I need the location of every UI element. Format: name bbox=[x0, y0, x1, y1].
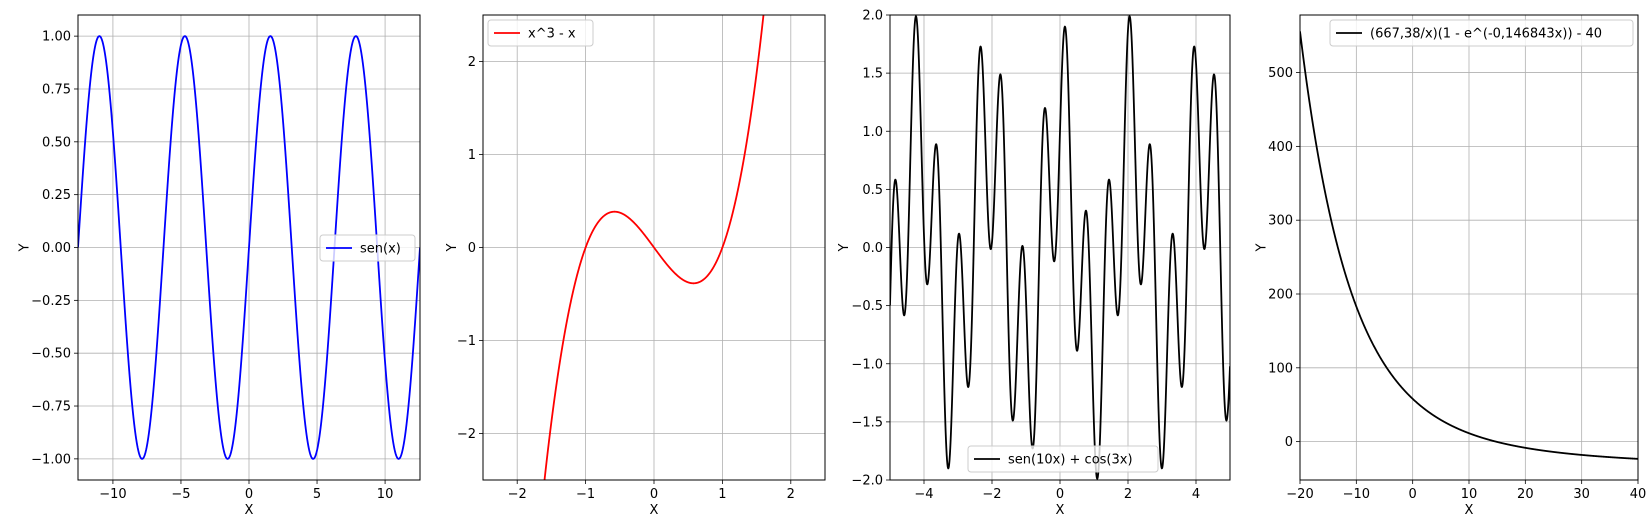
legend: (667,38/x)(1 - e^(-0,146843x)) - 40 bbox=[1329, 19, 1634, 47]
x-tick-label: 20 bbox=[1517, 487, 1534, 502]
y-tick-label: 0 bbox=[468, 241, 476, 256]
y-tick-label: 1.5 bbox=[862, 67, 883, 82]
y-tick-label: 1.00 bbox=[42, 30, 71, 45]
y-tick-label: 2 bbox=[468, 55, 476, 70]
x-tick-label: −2 bbox=[982, 487, 1001, 502]
x-tick-label: 0 bbox=[1056, 487, 1064, 502]
legend-label: x^3 - x bbox=[528, 27, 576, 42]
x-axis-label: X bbox=[245, 503, 254, 518]
series-line-1 bbox=[78, 35, 420, 460]
series-line-1 bbox=[890, 15, 1230, 480]
y-tick-label: 1 bbox=[468, 148, 476, 163]
y-tick-label: −2.0 bbox=[851, 474, 883, 489]
legend: x^3 - x bbox=[487, 19, 594, 47]
chart-panel-1: −10 −5 0 5 10 −1.00 −0.75 −0.50 −0.25 0.00 0.25 0.5… bbox=[18, 14, 421, 518]
y-tick-label: 0.25 bbox=[42, 188, 71, 203]
y-axis-label: Y bbox=[1255, 243, 1270, 252]
legend: sen(10x) + cos(3x) bbox=[967, 445, 1159, 473]
x-axis-label: X bbox=[650, 503, 659, 518]
x-tick-label: 10 bbox=[377, 487, 394, 502]
legend-box bbox=[1329, 19, 1634, 47]
y-tick-label: 0.00 bbox=[42, 241, 71, 256]
y-tick-label: 0.0 bbox=[862, 241, 883, 256]
y-tick-label: 0 bbox=[1285, 435, 1293, 450]
y-tick-label: −0.75 bbox=[31, 400, 71, 415]
x-tick-label: −2 bbox=[508, 487, 527, 502]
y-tick-label: −0.5 bbox=[851, 299, 883, 314]
chart-panel-3: −4 −2 0 2 4 −2.0 −1.5 −1.0 −0.5 0.0 0.5 1.0 1.5 2.0 X Y… bbox=[837, 9, 1231, 518]
y-tick-label: 300 bbox=[1268, 214, 1293, 229]
x-tick-label: 0 bbox=[245, 487, 253, 502]
y-axis-label: Y bbox=[18, 243, 33, 252]
chart-panel-2: −2 −1 0 1 2 −2 −1 0 1 2 X Yx^3 - x bbox=[445, 14, 826, 518]
x-tick-label: −5 bbox=[171, 487, 190, 502]
y-tick-label: 400 bbox=[1268, 140, 1293, 155]
x-tick-label: 0 bbox=[1409, 487, 1417, 502]
y-tick-label: 0.75 bbox=[42, 82, 71, 97]
legend-box bbox=[967, 445, 1159, 473]
x-tick-label: 30 bbox=[1573, 487, 1590, 502]
y-tick-label: 0.5 bbox=[862, 183, 883, 198]
x-tick-label: 2 bbox=[1124, 487, 1132, 502]
x-tick-label: 40 bbox=[1630, 487, 1647, 502]
x-tick-label: 1 bbox=[718, 487, 726, 502]
x-axis-label: X bbox=[1465, 503, 1474, 518]
y-tick-label: 2.0 bbox=[862, 9, 883, 24]
legend: sen(x) bbox=[319, 234, 416, 262]
y-axis-label: Y bbox=[445, 243, 460, 252]
chart-panel-4: −20 −10 0 10 20 30 400100200300400500XY(667,38… bbox=[1255, 14, 1647, 518]
y-tick-label: −0.25 bbox=[31, 294, 71, 309]
y-tick-label: 100 bbox=[1268, 361, 1293, 376]
x-tick-label: 5 bbox=[313, 487, 321, 502]
series-line-1 bbox=[543, 15, 765, 480]
x-tick-label: −4 bbox=[914, 487, 933, 502]
series-line-1 bbox=[1300, 31, 1638, 460]
x-tick-label: 2 bbox=[787, 487, 795, 502]
x-tick-label: 10 bbox=[1461, 487, 1478, 502]
y-tick-label: 1.0 bbox=[862, 125, 883, 140]
y-tick-label: 200 bbox=[1268, 288, 1293, 303]
y-tick-label: 500 bbox=[1268, 66, 1293, 81]
x-tick-label: 0 bbox=[650, 487, 658, 502]
y-tick-label: −1.5 bbox=[851, 415, 883, 430]
y-tick-label: −1 bbox=[457, 334, 476, 349]
y-tick-label: −1.0 bbox=[851, 357, 883, 372]
legend-box bbox=[319, 234, 416, 262]
y-tick-label: −0.50 bbox=[31, 347, 71, 362]
y-axis-label: Y bbox=[837, 243, 852, 252]
x-tick-label: −10 bbox=[1343, 487, 1370, 502]
x-tick-label: −10 bbox=[99, 487, 126, 502]
legend-box bbox=[487, 19, 594, 47]
x-axis-label: X bbox=[1056, 503, 1065, 518]
y-tick-label: −2 bbox=[457, 427, 476, 442]
x-tick-label: −1 bbox=[576, 487, 595, 502]
legend-label: sen(10x) + cos(3x) bbox=[1008, 453, 1133, 468]
y-tick-label: −1.00 bbox=[31, 452, 71, 467]
legend-label: (667,38/x)(1 - e^(-0,146843x)) - 40 bbox=[1370, 27, 1602, 42]
legend-label: sen(x) bbox=[360, 242, 401, 257]
x-tick-label: −20 bbox=[1286, 487, 1313, 502]
y-tick-label: 0.50 bbox=[42, 135, 71, 150]
x-tick-label: 4 bbox=[1192, 487, 1200, 502]
